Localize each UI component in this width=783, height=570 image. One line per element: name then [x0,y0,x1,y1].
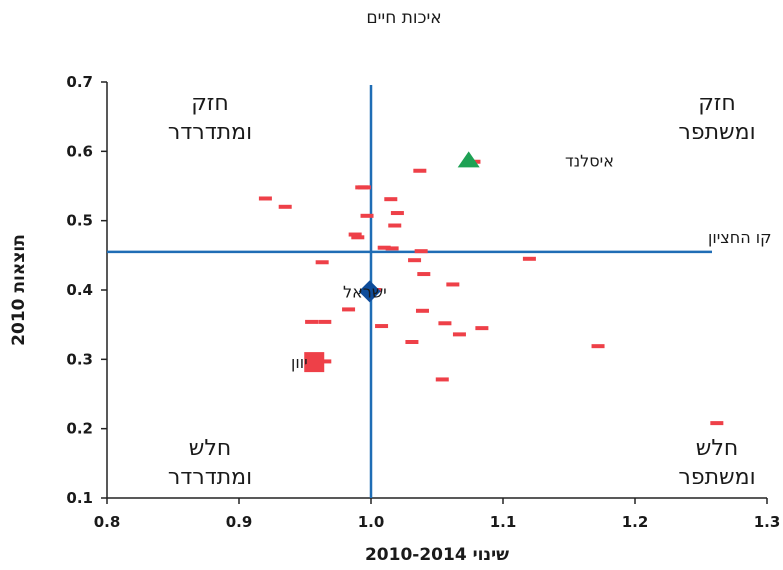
quadrant-label-top-right: חזק [698,91,736,116]
x-axis-title: שינוי 2010-2014 [365,545,509,565]
data-point-israel [358,280,381,303]
x-tick-label: 0.8 [94,513,121,531]
data-point [388,223,402,228]
data-point [315,260,329,265]
x-tick-label: 1.3 [754,513,781,531]
data-point [408,258,422,263]
data-point [414,249,428,254]
y-tick-label: 0.4 [66,281,93,299]
y-axis-title-group: תוצאות 2010 [9,234,29,346]
data-point-greece [304,352,325,373]
data-point [377,245,391,250]
y-axis-title: תוצאות 2010 [9,234,29,346]
data-point [348,232,362,237]
median-line-label: קו החציון [708,228,772,247]
data-point [351,235,365,240]
y-tick-label: 0.6 [66,142,93,160]
x-tick-label: 1.0 [358,513,385,531]
quadrant-label-bottom-left: חלש [189,436,231,461]
axes: 0.8 0.9 1.0 1.1 1.2 1.3 0.1 0.2 0.3 0.4 0.5 0.6 0.7 [66,73,780,531]
y-tick-label: 0.5 [66,212,93,230]
y-tick-label: 0.2 [66,420,93,438]
quadrant-label-top-right: ומשתפר [678,120,755,145]
y-tick-label: 0.1 [66,489,93,507]
quadrant-label-bottom-left: ומתדרדר [168,465,252,490]
data-point [522,256,536,261]
data-point [305,319,319,324]
point-labels: איסלנד ישראל יוון [291,151,614,372]
data-points [258,151,724,426]
data-point [417,272,431,277]
quadrant-labels: חזק ומתדרדר חזק ומשתפר חלש ומתדרדר חלש ומשתפר [168,91,756,490]
data-point [342,307,356,312]
point-label-israel: ישראל [343,282,387,301]
data-point-iceland [457,151,480,168]
data-point [375,324,389,329]
quadrant-label-top-left: ומתדרדר [168,120,252,145]
quadrant-label-top-left: חזק [191,91,229,116]
data-point [318,319,332,324]
data-point [413,168,427,173]
point-label-greece: יוון [291,353,308,372]
data-point [435,377,449,382]
x-tick-label: 1.1 [490,513,517,531]
data-point [446,282,460,287]
data-point [360,213,374,218]
point-label-iceland: איסלנד [565,151,614,170]
quadrant-label-bottom-right: ומשתפר [678,465,755,490]
data-point [475,326,489,331]
data-point [591,344,605,349]
y-tick-label: 0.3 [66,350,93,368]
x-tick-label: 1.2 [622,513,649,531]
data-point [415,308,429,313]
data-point [405,340,419,344]
data-point [278,204,292,209]
data-point [452,332,466,337]
chart-title: איכות חיים [366,8,441,28]
data-point [357,185,371,190]
x-tick-label: 0.9 [226,513,253,531]
quadrant-label-bottom-right: חלש [696,436,738,461]
data-point [384,197,398,202]
data-point [390,211,404,216]
data-point [318,359,332,364]
y-tick-label: 0.7 [66,73,93,91]
data-point [438,321,452,326]
data-point [258,196,272,201]
data-point [710,421,724,426]
data-point [385,246,399,251]
